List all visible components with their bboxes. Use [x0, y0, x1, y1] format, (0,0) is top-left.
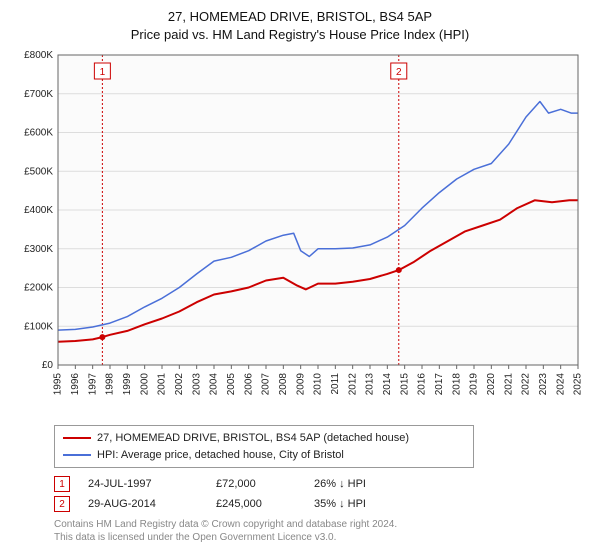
svg-text:2011: 2011	[330, 373, 341, 395]
svg-text:2005: 2005	[226, 373, 237, 396]
legend-swatch	[63, 454, 91, 456]
legend: 27, HOMEMEAD DRIVE, BRISTOL, BS4 5AP (de…	[54, 425, 474, 468]
svg-text:2006: 2006	[243, 373, 254, 396]
svg-text:2022: 2022	[521, 373, 532, 396]
title-line-2: Price paid vs. HM Land Registry's House …	[12, 26, 588, 44]
svg-text:2012: 2012	[347, 373, 358, 396]
svg-text:2: 2	[396, 67, 402, 78]
attribution: Contains HM Land Registry data © Crown c…	[54, 518, 588, 544]
svg-text:2025: 2025	[573, 373, 584, 396]
transaction-price: £245,000	[216, 498, 296, 510]
title-line-1: 27, HOMEMEAD DRIVE, BRISTOL, BS4 5AP	[12, 8, 588, 26]
svg-text:2004: 2004	[209, 373, 220, 396]
svg-text:2024: 2024	[555, 373, 566, 396]
transaction-delta: 35% ↓ HPI	[314, 498, 424, 510]
svg-text:2020: 2020	[486, 373, 497, 396]
svg-text:2001: 2001	[157, 373, 168, 396]
svg-text:1: 1	[100, 67, 106, 78]
svg-text:2015: 2015	[399, 373, 410, 396]
svg-text:2010: 2010	[313, 373, 324, 396]
attribution-line-1: Contains HM Land Registry data © Crown c…	[54, 518, 588, 531]
svg-text:1997: 1997	[87, 373, 98, 396]
svg-text:1998: 1998	[105, 373, 116, 396]
svg-text:£200K: £200K	[24, 283, 53, 294]
svg-text:£700K: £700K	[24, 89, 53, 100]
svg-text:2003: 2003	[191, 373, 202, 396]
svg-text:£100K: £100K	[24, 321, 53, 332]
svg-text:£500K: £500K	[24, 166, 53, 177]
svg-text:2014: 2014	[382, 373, 393, 396]
transactions-table: 1 24-JUL-1997 £72,000 26% ↓ HPI 2 29-AUG…	[54, 474, 588, 514]
transaction-price: £72,000	[216, 478, 296, 490]
svg-text:2018: 2018	[451, 373, 462, 396]
attribution-line-2: This data is licensed under the Open Gov…	[54, 531, 588, 544]
svg-text:2007: 2007	[261, 373, 272, 396]
title-block: 27, HOMEMEAD DRIVE, BRISTOL, BS4 5AP Pri…	[12, 8, 588, 43]
svg-text:2021: 2021	[503, 373, 514, 396]
legend-item-price-paid: 27, HOMEMEAD DRIVE, BRISTOL, BS4 5AP (de…	[63, 430, 465, 447]
transaction-marker: 1	[54, 476, 70, 492]
transaction-marker: 2	[54, 496, 70, 512]
chart-container: 27, HOMEMEAD DRIVE, BRISTOL, BS4 5AP Pri…	[0, 0, 600, 550]
svg-text:£800K: £800K	[24, 50, 53, 61]
svg-text:1996: 1996	[70, 373, 81, 396]
svg-text:2023: 2023	[538, 373, 549, 396]
legend-item-hpi: HPI: Average price, detached house, City…	[63, 447, 465, 464]
svg-text:2013: 2013	[365, 373, 376, 396]
transaction-delta: 26% ↓ HPI	[314, 478, 424, 490]
svg-text:£300K: £300K	[24, 244, 53, 255]
svg-text:2017: 2017	[434, 373, 445, 396]
svg-text:2002: 2002	[174, 373, 185, 396]
svg-text:£600K: £600K	[24, 128, 53, 139]
legend-swatch	[63, 437, 91, 439]
svg-text:2019: 2019	[469, 373, 480, 396]
transaction-date: 24-JUL-1997	[88, 478, 198, 490]
svg-text:2016: 2016	[417, 373, 428, 396]
legend-label: 27, HOMEMEAD DRIVE, BRISTOL, BS4 5AP (de…	[97, 430, 409, 447]
svg-text:2000: 2000	[139, 373, 150, 396]
svg-text:2008: 2008	[278, 373, 289, 396]
svg-text:1999: 1999	[122, 373, 133, 396]
legend-label: HPI: Average price, detached house, City…	[97, 447, 344, 464]
transaction-row: 1 24-JUL-1997 £72,000 26% ↓ HPI	[54, 474, 588, 494]
svg-text:2009: 2009	[295, 373, 306, 396]
chart-svg: £0 £100K £200K £300K £400K £500K £600K £700K £80…	[12, 49, 588, 419]
svg-text:£400K: £400K	[24, 205, 53, 216]
svg-text:1995: 1995	[53, 373, 64, 396]
transaction-date: 29-AUG-2014	[88, 498, 198, 510]
transaction-row: 2 29-AUG-2014 £245,000 35% ↓ HPI	[54, 494, 588, 514]
svg-text:£0: £0	[42, 360, 54, 371]
chart: £0 £100K £200K £300K £400K £500K £600K £700K £80…	[12, 49, 588, 419]
